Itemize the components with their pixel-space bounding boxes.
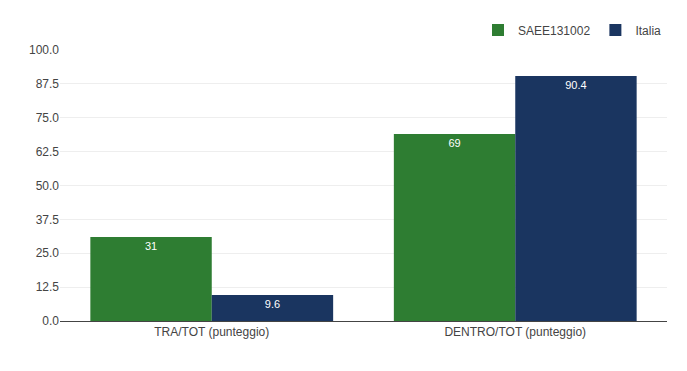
svg-text:SAEE131002: SAEE131002: [518, 24, 590, 38]
svg-text:37.5: 37.5: [36, 213, 60, 227]
svg-text:25.0: 25.0: [36, 246, 60, 260]
svg-text:90.4: 90.4: [565, 79, 586, 91]
svg-text:69: 69: [448, 137, 460, 149]
svg-text:Italia: Italia: [635, 24, 661, 38]
svg-text:87.5: 87.5: [36, 77, 60, 91]
svg-text:50.0: 50.0: [36, 179, 60, 193]
svg-text:12.5: 12.5: [36, 280, 60, 294]
svg-text:9.6: 9.6: [265, 298, 280, 310]
svg-text:DENTRO/TOT (punteggio): DENTRO/TOT (punteggio): [444, 325, 586, 339]
svg-text:100.0: 100.0: [29, 43, 59, 57]
svg-text:TRA/TOT (punteggio): TRA/TOT (punteggio): [154, 325, 269, 339]
svg-text:75.0: 75.0: [36, 111, 60, 125]
svg-text:31: 31: [145, 240, 157, 252]
svg-text:0.0: 0.0: [42, 314, 59, 328]
svg-text:62.5: 62.5: [36, 145, 60, 159]
